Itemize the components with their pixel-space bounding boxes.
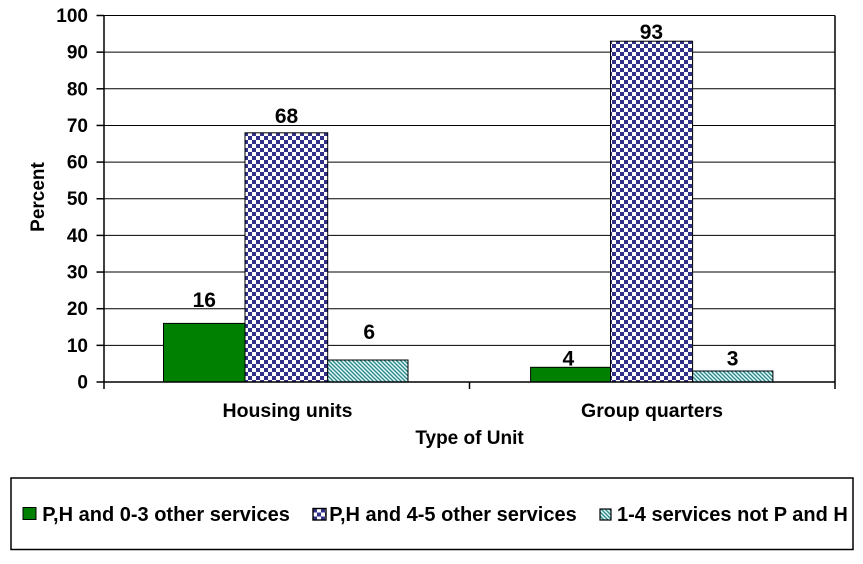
svg-text:90: 90 (67, 43, 88, 64)
svg-text:68: 68 (275, 105, 299, 128)
svg-text:50: 50 (67, 189, 88, 210)
svg-text:Housing units: Housing units (223, 400, 353, 422)
svg-text:6: 6 (363, 321, 375, 344)
svg-text:0: 0 (77, 373, 88, 394)
svg-text:20: 20 (67, 299, 88, 320)
svg-text:100: 100 (56, 6, 88, 27)
svg-text:4: 4 (563, 347, 575, 370)
svg-text:1-4 services not P and H: 1-4 services not P and H (617, 504, 848, 526)
svg-text:Group quarters: Group quarters (581, 400, 723, 422)
svg-text:30: 30 (67, 263, 88, 284)
svg-text:3: 3 (727, 347, 739, 370)
svg-text:P,H and 0-3 other services: P,H and 0-3 other services (42, 504, 290, 526)
svg-text:Type of Unit: Type of Unit (415, 428, 524, 449)
svg-text:P,H and 4-5 other services: P,H and 4-5 other services (329, 504, 577, 526)
svg-text:70: 70 (67, 116, 88, 137)
svg-text:80: 80 (67, 79, 88, 100)
svg-text:10: 10 (67, 336, 88, 357)
svg-text:40: 40 (67, 226, 88, 247)
svg-text:16: 16 (193, 289, 216, 312)
svg-text:93: 93 (640, 21, 663, 44)
svg-text:Percent: Percent (28, 161, 49, 231)
svg-text:60: 60 (67, 153, 88, 174)
